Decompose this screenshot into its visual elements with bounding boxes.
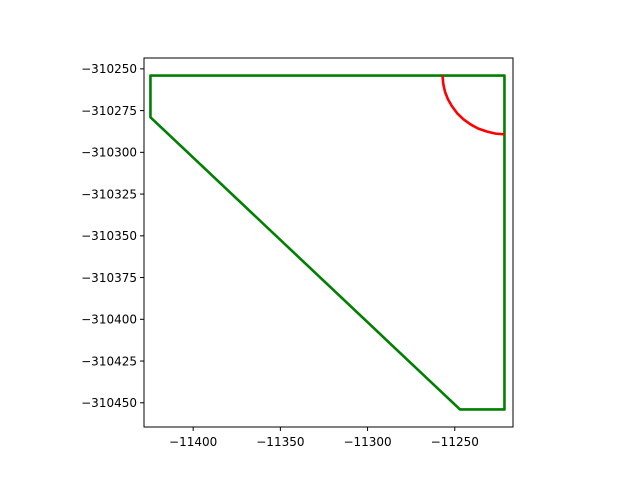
x-tick-label-1: −11400	[169, 435, 217, 449]
series-line-2	[441, 75, 505, 136]
y-axis: −310250 −310275 −310300 −310325 −310350 −3103…	[81, 62, 144, 410]
y-tick-label-7: −310400	[81, 313, 137, 327]
plot-area-frame	[143, 57, 514, 428]
y-tick-label-6: −310375	[81, 271, 137, 285]
x-axis: −11400 −11350 −11300 −11250	[169, 427, 479, 449]
y-tick-label-4: −310325	[81, 187, 137, 201]
series-line-1	[149, 74, 506, 411]
y-tick-label-5: −310350	[81, 229, 137, 243]
y-tick-label-2: −310275	[81, 104, 137, 118]
y-tick-label-9: −310450	[81, 396, 137, 410]
x-tick-label-2: −11350	[256, 435, 304, 449]
x-tick-label-4: −11250	[431, 435, 479, 449]
y-tick-label-1: −310250	[81, 62, 137, 76]
y-tick-label-8: −310425	[81, 354, 137, 368]
y-tick-label-3: −310300	[81, 146, 137, 160]
x-tick-label-3: −11300	[343, 435, 391, 449]
series-layer	[149, 74, 506, 411]
